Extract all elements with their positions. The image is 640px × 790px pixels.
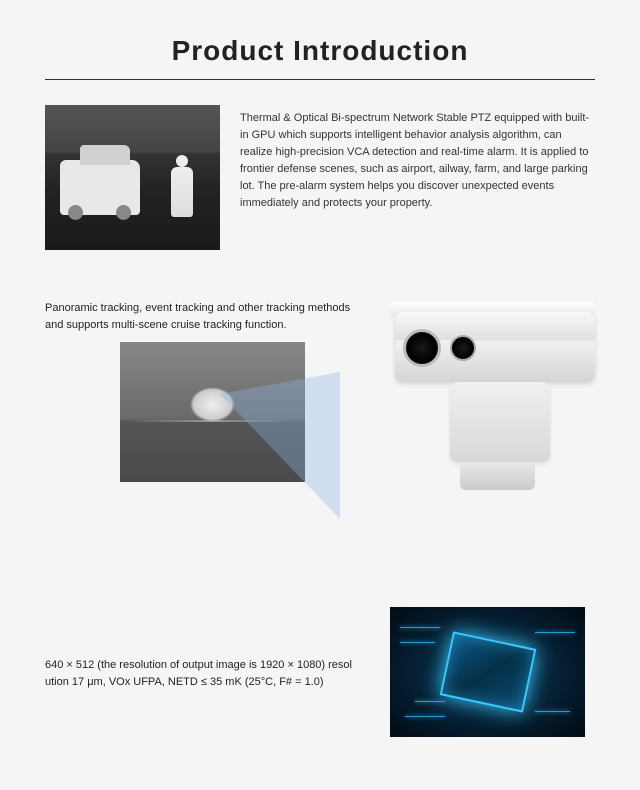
circuit-trace	[415, 701, 445, 702]
circuit-trace	[400, 642, 435, 643]
ptz-camera	[355, 297, 605, 527]
title-underline	[45, 79, 595, 80]
camera-lens-secondary	[450, 335, 476, 361]
chip-core	[439, 631, 536, 712]
camera-mount	[450, 382, 550, 462]
specs-description: 640 × 512 (the resolution of output imag…	[45, 607, 375, 691]
tracking-description: Panoramic tracking, event tracking and o…	[45, 300, 355, 334]
fov-beam	[220, 372, 340, 519]
circuit-trace	[535, 632, 575, 633]
tracking-images-group	[45, 342, 595, 542]
section-tracking: Panoramic tracking, event tracking and o…	[45, 300, 595, 542]
suv-silhouette	[60, 160, 140, 215]
camera-lens-primary	[403, 329, 441, 367]
circuit-trace	[535, 711, 570, 712]
camera-base	[460, 462, 535, 490]
intro-description: Thermal & Optical Bi-spectrum Network St…	[240, 105, 595, 250]
chip-processor-image	[390, 607, 585, 737]
section-intro: Thermal & Optical Bi-spectrum Network St…	[45, 105, 595, 250]
circuit-trace	[405, 716, 445, 717]
section-specs: 640 × 512 (the resolution of output imag…	[45, 607, 595, 737]
page-title: Product Introduction	[45, 35, 595, 67]
circuit-trace	[400, 627, 440, 628]
person-silhouette	[167, 155, 195, 225]
thermal-image-vehicle-person	[45, 105, 220, 250]
